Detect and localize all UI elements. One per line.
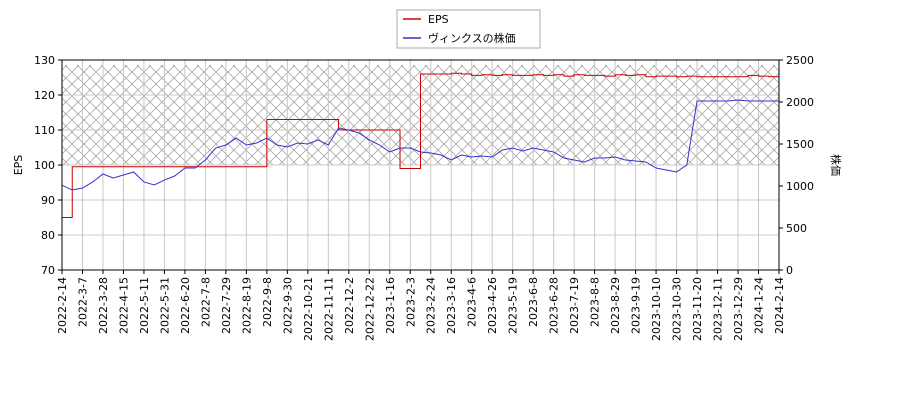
x-tick-label: 2023-4-6 — [466, 277, 479, 327]
x-tick-label: 2022-12-22 — [363, 277, 376, 341]
y2-tick-label: 1500 — [786, 138, 814, 151]
x-tick-label: 2022-9-8 — [261, 277, 274, 327]
x-tick-label: 2022-9-30 — [281, 277, 294, 334]
x-tick-label: 2022-11-11 — [322, 277, 335, 341]
y-tick-label: 120 — [34, 89, 55, 102]
x-tick-label: 2022-5-11 — [138, 277, 151, 334]
x-tick-label: 2023-12-29 — [732, 277, 745, 341]
x-tick-label: 2023-2-24 — [425, 277, 438, 334]
legend-label: ヴィンクスの株価 — [428, 31, 516, 45]
y2-axis-label: 株価 — [829, 154, 843, 176]
series-line — [62, 72, 779, 218]
x-tick-label: 2022-8-19 — [240, 277, 253, 334]
x-tick-label: 2023-1-16 — [384, 277, 397, 334]
legend-box — [396, 9, 541, 49]
lines — [61, 72, 779, 218]
legend-label: EPS — [428, 13, 449, 26]
x-tick-label: 2022-5-31 — [158, 277, 171, 334]
x-tick-label: 2023-6-28 — [548, 277, 561, 334]
y2-tick-label: 1000 — [786, 180, 814, 193]
y-tick-label: 100 — [34, 159, 55, 172]
x-tick-label: 2023-8-8 — [589, 277, 602, 327]
y-tick-label: 130 — [34, 54, 55, 67]
legend: EPS ヴィンクスの株価 — [403, 13, 516, 45]
x-tick-label: 2022-3-28 — [97, 277, 110, 334]
y2-tick-label: 500 — [786, 222, 807, 235]
x-tick-label: 2023-5-19 — [507, 277, 520, 334]
x-tick-label: 2023-3-16 — [445, 277, 458, 334]
grid — [61, 59, 780, 271]
x-tick-label: 2022-3-7 — [76, 277, 89, 327]
y-tick-label: 110 — [34, 124, 55, 137]
y2-tick-label: 0 — [786, 264, 793, 277]
y2-tick-label: 2000 — [786, 96, 814, 109]
x-tick-label: 2023-6-8 — [527, 277, 540, 327]
x-tick-label: 2023-9-19 — [630, 277, 643, 334]
x-tick-label: 2022-4-15 — [117, 277, 130, 334]
x-tick-label: 2023-11-20 — [691, 277, 704, 341]
series-line — [61, 99, 779, 191]
y-tick-label: 80 — [41, 229, 55, 242]
x-tick-label: 2023-10-10 — [650, 277, 663, 341]
x-tick-label: 2023-10-30 — [671, 277, 684, 341]
x-tick-label: 2023-7-19 — [568, 277, 581, 334]
y-tick-label: 70 — [41, 264, 55, 277]
x-tick-label: 2022-6-20 — [179, 277, 192, 334]
y-tick-label: 90 — [41, 194, 55, 207]
x-tick-label: 2023-4-26 — [486, 277, 499, 334]
x-tick-label: 2023-2-3 — [404, 277, 417, 327]
x-tick-label: 2022-7-8 — [199, 277, 212, 327]
x-tick-label: 2023-8-29 — [609, 277, 622, 334]
x-tick-label: 2024-1-24 — [753, 277, 766, 334]
y2-tick-label: 2500 — [786, 54, 814, 67]
x-tick-label: 2022-12-2 — [343, 277, 356, 334]
x-tick-label: 2022-10-21 — [302, 277, 315, 341]
x-tick-label: 2022-2-14 — [56, 277, 69, 334]
x-tick-label: 2023-12-11 — [712, 277, 725, 341]
x-tick-label: 2022-7-29 — [220, 277, 233, 334]
x-tick-label: 2024-2-14 — [773, 277, 786, 334]
y-axis-label: EPS — [12, 155, 25, 176]
